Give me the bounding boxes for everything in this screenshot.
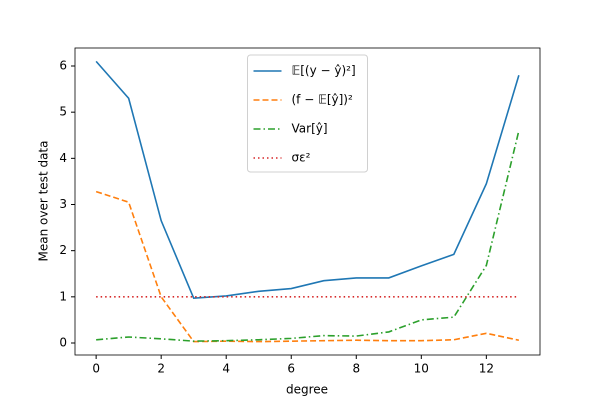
y-tick-label: 6 — [59, 59, 67, 73]
y-tick-label: 4 — [59, 151, 67, 165]
y-axis-label: Mean over test data — [37, 141, 51, 262]
legend-label: (f − 𝔼[ŷ])² — [292, 93, 353, 107]
legend: 𝔼[(y − ŷ)²] (f − 𝔼[ŷ])² Var[ŷ] σε² — [247, 54, 368, 173]
line — [95, 60, 520, 300]
line — [95, 190, 520, 343]
x-axis-label: degree — [286, 383, 328, 397]
x-tick-label: 2 — [157, 362, 165, 376]
legend-label: σε² — [292, 151, 311, 165]
x-tick-label: 10 — [414, 362, 429, 376]
x-tick-label: 12 — [479, 362, 494, 376]
y-tick-label: 0 — [59, 335, 67, 349]
legend-frame — [247, 54, 368, 173]
y-tick-label: 3 — [59, 197, 67, 211]
legend-label: 𝔼[(y − ŷ)²] — [292, 64, 356, 78]
x-tick-label: 8 — [352, 362, 360, 376]
x-tick-label: 6 — [287, 362, 295, 376]
x-tick-label: 0 — [92, 362, 100, 376]
y-tick-label: 5 — [59, 105, 67, 119]
plot-frame — [74, 47, 541, 356]
y-tick-label: 1 — [59, 289, 67, 303]
y-tick-label: 2 — [59, 243, 67, 257]
legend-label: Var[ŷ] — [292, 122, 328, 136]
x-tick-label: 4 — [222, 362, 230, 376]
